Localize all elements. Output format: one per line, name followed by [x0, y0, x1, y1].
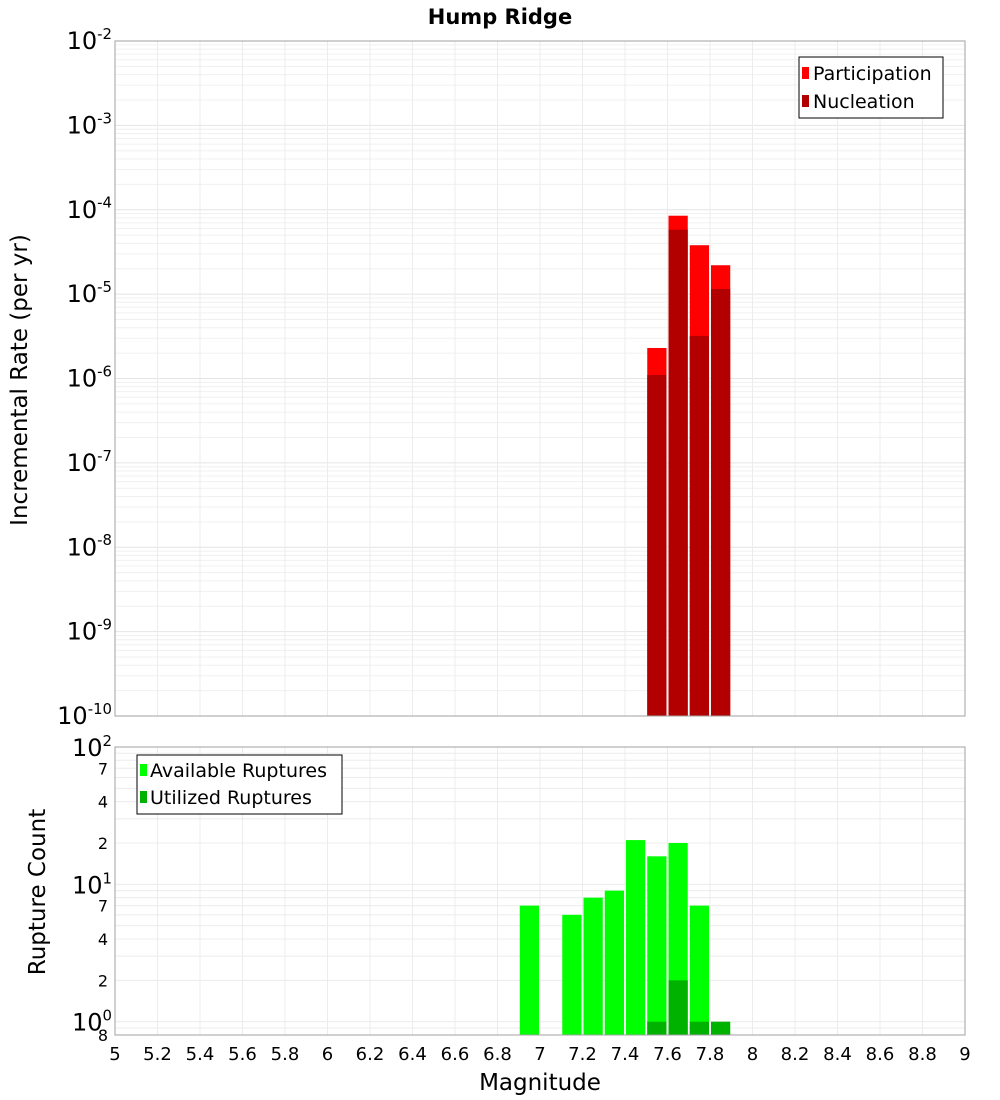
top-y-tick-label: 10-4	[67, 194, 112, 224]
x-tick-label: 8	[747, 1044, 758, 1065]
bar-available-ruptures	[689, 905, 709, 1035]
bar-utilized-ruptures	[711, 1021, 731, 1035]
top-y-tick-label: 10-8	[67, 531, 112, 561]
bottom-y-tick-label: 2	[98, 834, 108, 853]
x-tick-label: 5.4	[186, 1044, 215, 1065]
bar-nucleation	[689, 335, 709, 716]
x-tick-label: 6.8	[483, 1044, 512, 1065]
top-y-tick-label: 10-6	[67, 362, 112, 392]
top-legend-box	[798, 56, 944, 119]
top-y-tick-label: 10-7	[67, 447, 112, 477]
top-y-tick-label: 10-9	[67, 616, 112, 646]
legend-label-utilized-ruptures: Utilized Ruptures	[150, 787, 312, 809]
x-axis-label: Magnitude	[479, 1070, 601, 1096]
x-tick-labels: 5 5.2 5.4 5.6 5.8 6 6.2 6.4 6.6 6.8 7 7.2 7.4 7.6 7.8 8…	[109, 1044, 970, 1065]
x-tick-label: 5.2	[143, 1044, 172, 1065]
legend-swatch-participation	[802, 67, 809, 79]
x-tick-label: 6.2	[356, 1044, 385, 1065]
top-y-tick-label: 10-10	[57, 700, 112, 730]
bottom-legend: Available Ruptures Utilized Ruptures	[136, 754, 343, 815]
x-tick-label: 8.6	[866, 1044, 895, 1065]
x-tick-label: 9	[959, 1044, 970, 1065]
bar-available-ruptures	[626, 840, 646, 1035]
bar-nucleation	[668, 229, 688, 717]
legend-swatch-utilized-ruptures	[140, 791, 147, 803]
top-y-tick-label: 10-2	[67, 25, 112, 55]
bar-nucleation	[647, 375, 667, 716]
bottom-y-tick-label: 7	[98, 897, 108, 916]
top-bars	[647, 215, 731, 717]
top-y-tick-label: 10-5	[67, 278, 112, 308]
x-tick-label: 6	[322, 1044, 333, 1065]
bottom-y-tick-label: 102	[72, 732, 112, 762]
x-tick-label: 7.2	[568, 1044, 597, 1065]
bar-available-ruptures	[583, 897, 603, 1035]
bottom-y-tick-label: 100	[72, 1007, 112, 1037]
x-tick-label: 5.8	[271, 1044, 300, 1065]
x-tick-label: 5	[109, 1044, 120, 1065]
bottom-y-tick-label: 4	[98, 930, 108, 949]
legend-label-available-ruptures: Available Ruptures	[150, 760, 327, 782]
top-grid	[114, 41, 966, 717]
bar-nucleation	[711, 289, 731, 716]
top-y-tick-label: 10-3	[67, 109, 112, 139]
x-tick-label: 5.6	[228, 1044, 257, 1065]
bottom-plot-frame	[114, 746, 966, 1036]
x-tick-label: 7.4	[611, 1044, 640, 1065]
x-tick-label: 8.4	[823, 1044, 852, 1065]
legend-label-nucleation: Nucleation	[813, 91, 915, 113]
bar-available-ruptures	[562, 914, 582, 1035]
legend-label-participation: Participation	[813, 63, 932, 85]
x-tick-label: 7.6	[653, 1044, 682, 1065]
bar-available-ruptures	[647, 856, 667, 1035]
bottom-bars	[519, 840, 731, 1035]
bottom-y-tick-label: 8	[98, 1026, 108, 1045]
bottom-y-tick-label: 101	[72, 869, 112, 899]
top-plot-frame	[114, 40, 966, 717]
bar-available-ruptures	[519, 905, 539, 1035]
x-tick-label: 6.4	[398, 1044, 427, 1065]
x-tick-label: 8.8	[908, 1044, 937, 1065]
bottom-y-tick-label: 2	[98, 971, 108, 990]
x-tick-label: 8.2	[781, 1044, 810, 1065]
top-y-tick-labels: 10-10 10-9 10-8 10-7 10-6 10-5 10-4 10-3 10-2	[57, 25, 112, 730]
x-tick-label: 7	[534, 1044, 545, 1065]
x-tick-label: 6.6	[441, 1044, 470, 1065]
x-tick-label: 7.8	[696, 1044, 725, 1065]
bottom-y-tick-label: 4	[98, 793, 108, 812]
top-y-axis-label: Incremental Rate (per yr)	[7, 234, 33, 526]
bottom-y-tick-label: 7	[98, 759, 108, 778]
top-legend: Participation Nucleation	[798, 56, 944, 119]
bar-utilized-ruptures	[689, 1021, 709, 1035]
bar-utilized-ruptures	[668, 980, 688, 1035]
bar-utilized-ruptures	[647, 1021, 667, 1035]
bottom-y-axis-label: Rupture Count	[25, 809, 51, 975]
legend-swatch-nucleation	[802, 95, 809, 107]
legend-swatch-available-ruptures	[140, 764, 147, 776]
bar-available-ruptures	[604, 890, 624, 1035]
bottom-legend-box	[136, 754, 343, 815]
chart-title: Hump Ridge	[428, 5, 572, 29]
